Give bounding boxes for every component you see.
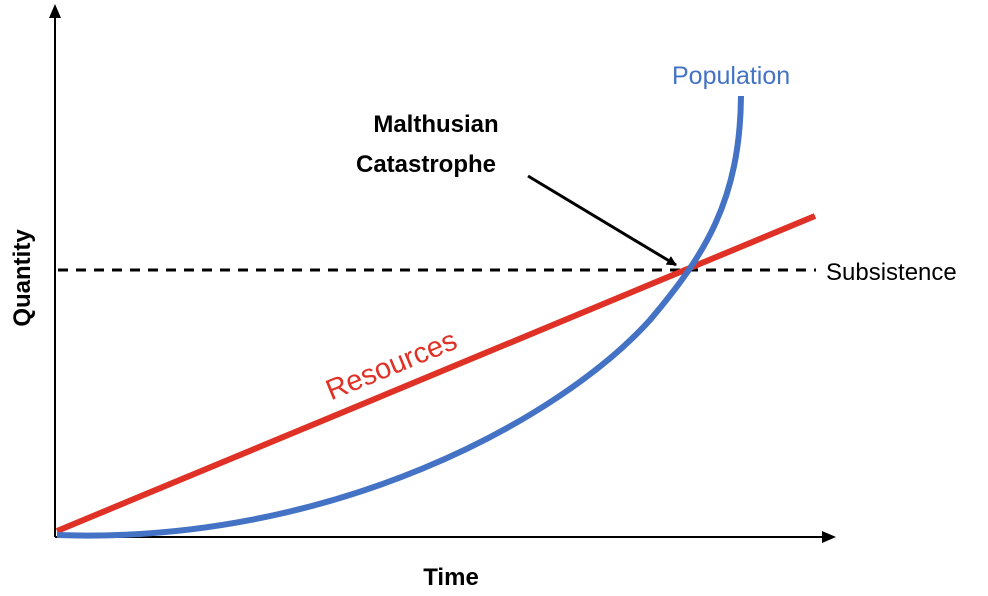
catastrophe-arrow xyxy=(527,174,677,267)
population-curve xyxy=(56,95,744,539)
annotation-line-1: Malthusian xyxy=(373,111,498,138)
y-axis-arrow-icon xyxy=(49,4,61,18)
y-axis-label: Quantity xyxy=(9,229,36,327)
resources-line xyxy=(55,213,817,534)
x-axis-label: Time xyxy=(423,564,479,591)
annotation-line-2: Catastrophe xyxy=(356,151,496,178)
subsistence-label: Subsistence xyxy=(826,259,957,286)
x-axis-arrow-icon xyxy=(822,531,836,543)
population-label: Population xyxy=(672,62,790,90)
